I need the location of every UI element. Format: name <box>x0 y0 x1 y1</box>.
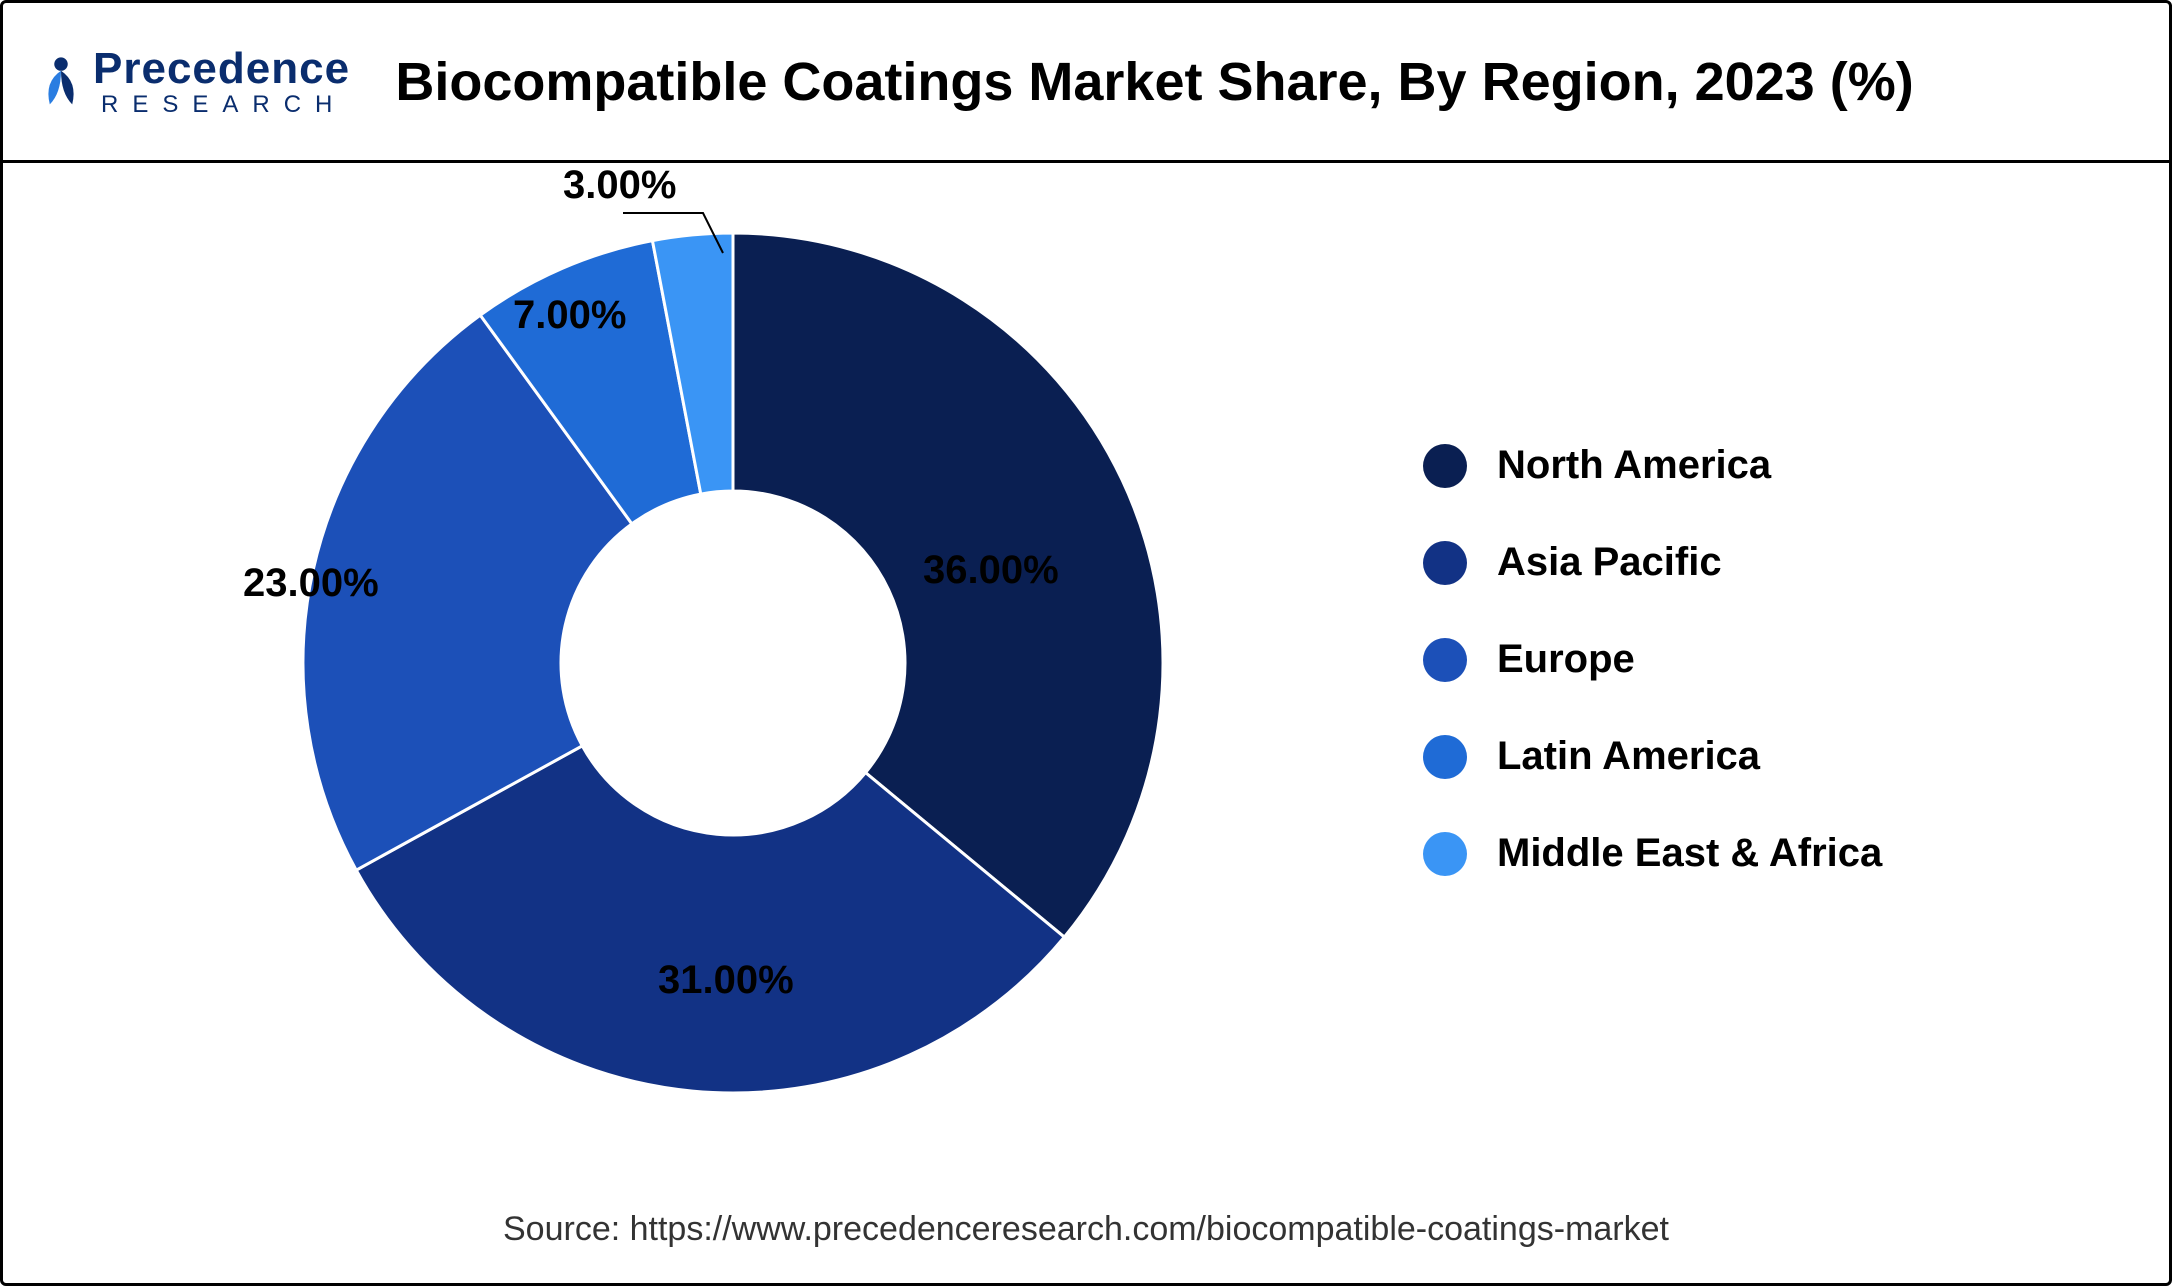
legend-item-eu: Europe <box>1423 637 1882 682</box>
logo-subtext: RESEARCH <box>93 93 350 117</box>
header: Precedence RESEARCH Biocompatible Coatin… <box>3 3 2169 163</box>
legend-dot-la <box>1423 735 1467 779</box>
logo-brand-word: recedence <box>123 44 350 93</box>
chart-container: Precedence RESEARCH Biocompatible Coatin… <box>0 0 2172 1286</box>
slice-label-na: 36.00% <box>923 548 1059 593</box>
legend-item-ap: Asia Pacific <box>1423 540 1882 585</box>
logo-icon <box>33 54 89 110</box>
donut-chart: 36.00% 31.00% 23.00% 7.00% 3.00% <box>283 213 1183 1113</box>
slice-label-eu: 23.00% <box>243 561 379 606</box>
legend-item-la: Latin America <box>1423 734 1882 779</box>
legend-item-mea: Middle East & Africa <box>1423 831 1882 876</box>
legend-dot-eu <box>1423 638 1467 682</box>
legend-dot-ap <box>1423 541 1467 585</box>
legend-label-la: Latin America <box>1497 734 1760 779</box>
legend-dot-na <box>1423 444 1467 488</box>
legend-item-na: North America <box>1423 443 1882 488</box>
slice-label-ap: 31.00% <box>658 958 794 1003</box>
chart-title: Biocompatible Coatings Market Share, By … <box>350 51 2139 113</box>
logo-letter-p: P <box>93 44 123 93</box>
legend-label-ap: Asia Pacific <box>1497 540 1722 585</box>
slice-label-la: 7.00% <box>513 293 626 338</box>
logo-text: Precedence RESEARCH <box>93 47 350 117</box>
logo: Precedence RESEARCH <box>33 47 350 117</box>
legend: North America Asia Pacific Europe Latin … <box>1423 443 1882 876</box>
slice-label-mea: 3.00% <box>563 163 676 208</box>
legend-label-na: North America <box>1497 443 1771 488</box>
legend-label-eu: Europe <box>1497 637 1635 682</box>
source-text: Source: https://www.precedenceresearch.c… <box>3 1210 2169 1249</box>
legend-dot-mea <box>1423 832 1467 876</box>
legend-label-mea: Middle East & Africa <box>1497 831 1882 876</box>
